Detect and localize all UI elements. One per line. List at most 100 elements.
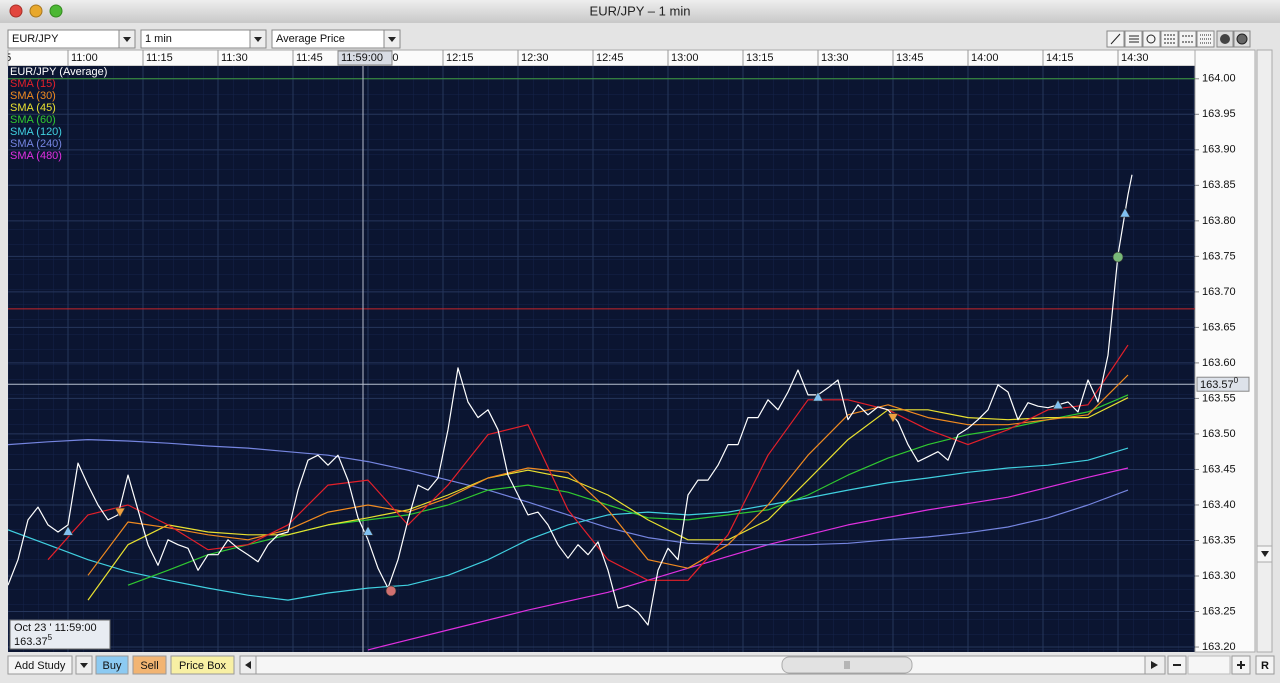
dropdown-arrow: [388, 37, 396, 42]
y-tick-label: 163.80: [1202, 215, 1236, 227]
y-tick-label: 163.90: [1202, 144, 1236, 156]
tool-icon: [1146, 34, 1156, 44]
crosshair-time-label: 11:59:00: [341, 52, 383, 64]
x-tick-label: 11:00: [71, 52, 98, 64]
price-line: [8, 174, 1133, 626]
y-tick-label: 163.55: [1202, 392, 1236, 404]
x-tick-label: 12:30: [521, 52, 549, 64]
legend-entry: SMA (60): [10, 114, 56, 126]
button-label: Price Box: [179, 660, 227, 672]
sma-line: [8, 439, 1129, 546]
x-tick-label: 13:45: [896, 52, 924, 64]
x-tick-label: 12:45: [596, 52, 624, 64]
y-tick-label: 163.60: [1202, 357, 1236, 369]
sma-line: [47, 344, 1129, 581]
legend-entry: SMA (240): [10, 138, 62, 150]
plot-layer: EUR/JPY (Average)SMA (15)SMA (30)SMA (45…: [8, 66, 1195, 652]
y-tick-label: 163.25: [1202, 605, 1236, 617]
scroll-arrow: [1261, 551, 1269, 557]
minimize-button[interactable]: [29, 4, 43, 18]
dropdown-arrow: [123, 37, 131, 42]
zoom-button[interactable]: [49, 4, 63, 18]
tool-fib[interactable]: [1160, 30, 1179, 48]
y-tick-label: 163.50: [1202, 428, 1236, 440]
x-tick-label: 13:30: [821, 52, 849, 64]
button-label: Add Study: [15, 660, 66, 672]
x-tick-label: 12:15: [446, 52, 474, 64]
x-tick-label: 11:15: [146, 52, 173, 64]
x-tick-label: 13:00: [671, 52, 699, 64]
legend-entry: SMA (30): [10, 90, 56, 102]
y-tick-label: 163.30: [1202, 570, 1236, 582]
reset-label: R: [1261, 660, 1269, 672]
tool-grid[interactable]: [1196, 30, 1215, 48]
drawing-tools: [1106, 30, 1251, 48]
scroll-arrow: [245, 661, 251, 669]
tool-channel[interactable]: [1178, 30, 1197, 48]
button-box: [132, 655, 167, 675]
dropdown-arrow: [80, 663, 88, 668]
tooltip-price: 163.375: [14, 633, 53, 648]
sma-line: [87, 397, 1129, 601]
buy-signal: [812, 391, 824, 402]
x-tick-label: 13:15: [746, 52, 774, 64]
zoom-slider[interactable]: [1187, 655, 1231, 675]
reset-button[interactable]: R: [1255, 655, 1275, 675]
y-tick-label: 163.35: [1202, 534, 1236, 546]
legend-entry: SMA (15): [10, 78, 56, 90]
y-tick-label: 164.00: [1202, 73, 1236, 85]
tool-erase[interactable]: [1142, 30, 1161, 48]
tooltip-date: Oct 23 ' 11:59:00: [14, 622, 97, 634]
y-tick-label: 163.95: [1202, 108, 1236, 120]
symbol-dropdown[interactable]: EUR/JPY: [7, 29, 136, 49]
bottom-button[interactable]: Add Study: [7, 655, 73, 675]
sell-signal: [887, 413, 899, 424]
y-tick-label: 163.45: [1202, 463, 1236, 475]
x-tick-label: 14:00: [971, 52, 999, 64]
sell-signal: [114, 507, 126, 518]
crosshair-price-label: 163.570: [1200, 376, 1239, 391]
y-tick-label: 163.65: [1202, 321, 1236, 333]
y-tick-label: 163.85: [1202, 179, 1236, 191]
horizontal-scrollbar[interactable]: [239, 655, 1166, 675]
bottom-button[interactable]: Buy: [95, 655, 129, 675]
buy-signal: [62, 525, 74, 536]
legend-entry: SMA (45): [10, 102, 56, 114]
window-title: EUR/JPY – 1 min: [590, 3, 691, 18]
dropdown-value: Average Price: [276, 33, 345, 45]
scroll-arrow: [1151, 661, 1158, 669]
button-box: [7, 655, 73, 675]
tool-icon: [1220, 34, 1230, 44]
vertical-scrollbar[interactable]: [1256, 49, 1273, 653]
close-button[interactable]: [9, 4, 23, 18]
crosshair-price-box: [1196, 376, 1250, 392]
price-axis: [1194, 49, 1256, 653]
legend-entry: EUR/JPY (Average): [10, 66, 107, 78]
bottom-button[interactable]: Price Box: [170, 655, 235, 675]
tooltip-box: [9, 619, 111, 650]
crosshair-time-box: [337, 50, 393, 66]
buy-signal: [362, 525, 374, 536]
legend-entry: SMA (120): [10, 126, 62, 138]
sma-line: [87, 374, 1129, 576]
minor-grid: [8, 66, 1195, 652]
title-bar: [0, 0, 1280, 23]
signal-dot: [1112, 251, 1124, 263]
button-box: [95, 655, 129, 675]
interval-dropdown[interactable]: 1 min: [140, 29, 267, 49]
button-label: Sell: [140, 660, 158, 672]
sma-line: [8, 447, 1129, 601]
y-tick-label: 163.75: [1202, 250, 1236, 262]
bottom-button[interactable]: Sell: [132, 655, 167, 675]
price-type-dropdown[interactable]: Average Price: [271, 29, 401, 49]
button-label: Buy: [103, 660, 122, 672]
x-tick-label: 11:30: [221, 52, 248, 64]
plus-icon: [1237, 661, 1245, 669]
x-tick-label: 14:15: [1046, 52, 1074, 64]
tool-icon: [1236, 33, 1248, 45]
x-tick-label: 11:45: [296, 52, 323, 64]
tool-icon: [1164, 34, 1175, 44]
dropdown-value: 1 min: [145, 33, 172, 45]
